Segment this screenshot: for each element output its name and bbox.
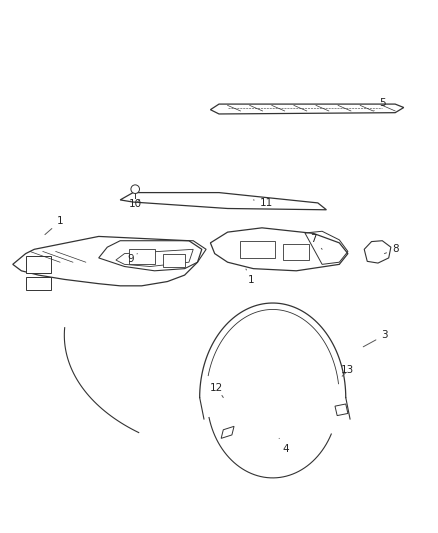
Text: 9: 9: [127, 254, 138, 264]
Text: 4: 4: [279, 438, 289, 454]
Bar: [163, 254, 185, 266]
Bar: [283, 244, 309, 260]
Text: 1: 1: [246, 269, 254, 285]
Text: 8: 8: [385, 244, 399, 254]
Bar: [26, 256, 51, 273]
Bar: [129, 249, 155, 264]
Circle shape: [131, 185, 140, 193]
Text: 13: 13: [341, 366, 354, 376]
Text: 1: 1: [45, 216, 64, 235]
Text: 5: 5: [374, 98, 385, 111]
Bar: [240, 241, 275, 258]
Bar: [26, 277, 51, 290]
Text: 3: 3: [363, 330, 388, 347]
Text: 12: 12: [210, 383, 223, 398]
Text: 11: 11: [253, 198, 273, 208]
Text: 10: 10: [129, 199, 142, 209]
Text: 7: 7: [310, 233, 322, 249]
